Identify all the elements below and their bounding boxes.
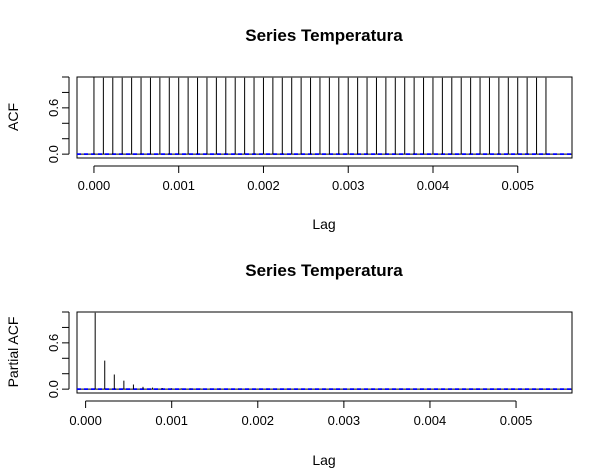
pacf-x-axis-label: Lag — [312, 452, 335, 468]
acf-panel: 0.000 0.001 0.002 0.003 0.004 0.005 0.0 0.6 — [46, 76, 573, 193]
acf-title: Series Temperatura — [245, 26, 403, 45]
acf-x-axis-label: Lag — [312, 216, 335, 232]
pacf-x-tick-label: 0.002 — [242, 413, 275, 428]
acf-y-axis-label: ACF — [5, 103, 21, 131]
pacf-x-tick-label: 0.001 — [155, 413, 188, 428]
pacf-x-tick-label: 0.003 — [328, 413, 361, 428]
acf-y-tick-label: 0.0 — [46, 145, 61, 163]
acf-plot-frame — [76, 76, 573, 159]
acf-x-tick-label: 0.003 — [332, 178, 365, 193]
pacf-plot-frame — [76, 311, 573, 394]
pacf-y-tick-label: 0.0 — [46, 380, 61, 398]
pacf-title: Series Temperatura — [245, 261, 403, 280]
acf-x-tick-label: 0.001 — [162, 178, 195, 193]
pacf-x-tick-label: 0.000 — [69, 413, 102, 428]
pacf-x-tick-label: 0.005 — [500, 413, 533, 428]
acf-x-tick-label: 0.000 — [78, 178, 111, 193]
acf-x-tick-label: 0.002 — [247, 178, 280, 193]
pacf-y-axis-label: Partial ACF — [5, 317, 21, 388]
acf-x-tick-label: 0.005 — [501, 178, 534, 193]
acf-y-tick-label: 0.6 — [46, 99, 61, 117]
pacf-panel: 0.000 0.001 0.002 0.003 0.004 0.005 0.0 0.6 — [46, 311, 573, 428]
pacf-x-tick-label: 0.004 — [414, 413, 447, 428]
pacf-y-tick-label: 0.6 — [46, 334, 61, 352]
acf-x-tick-label: 0.004 — [417, 178, 450, 193]
